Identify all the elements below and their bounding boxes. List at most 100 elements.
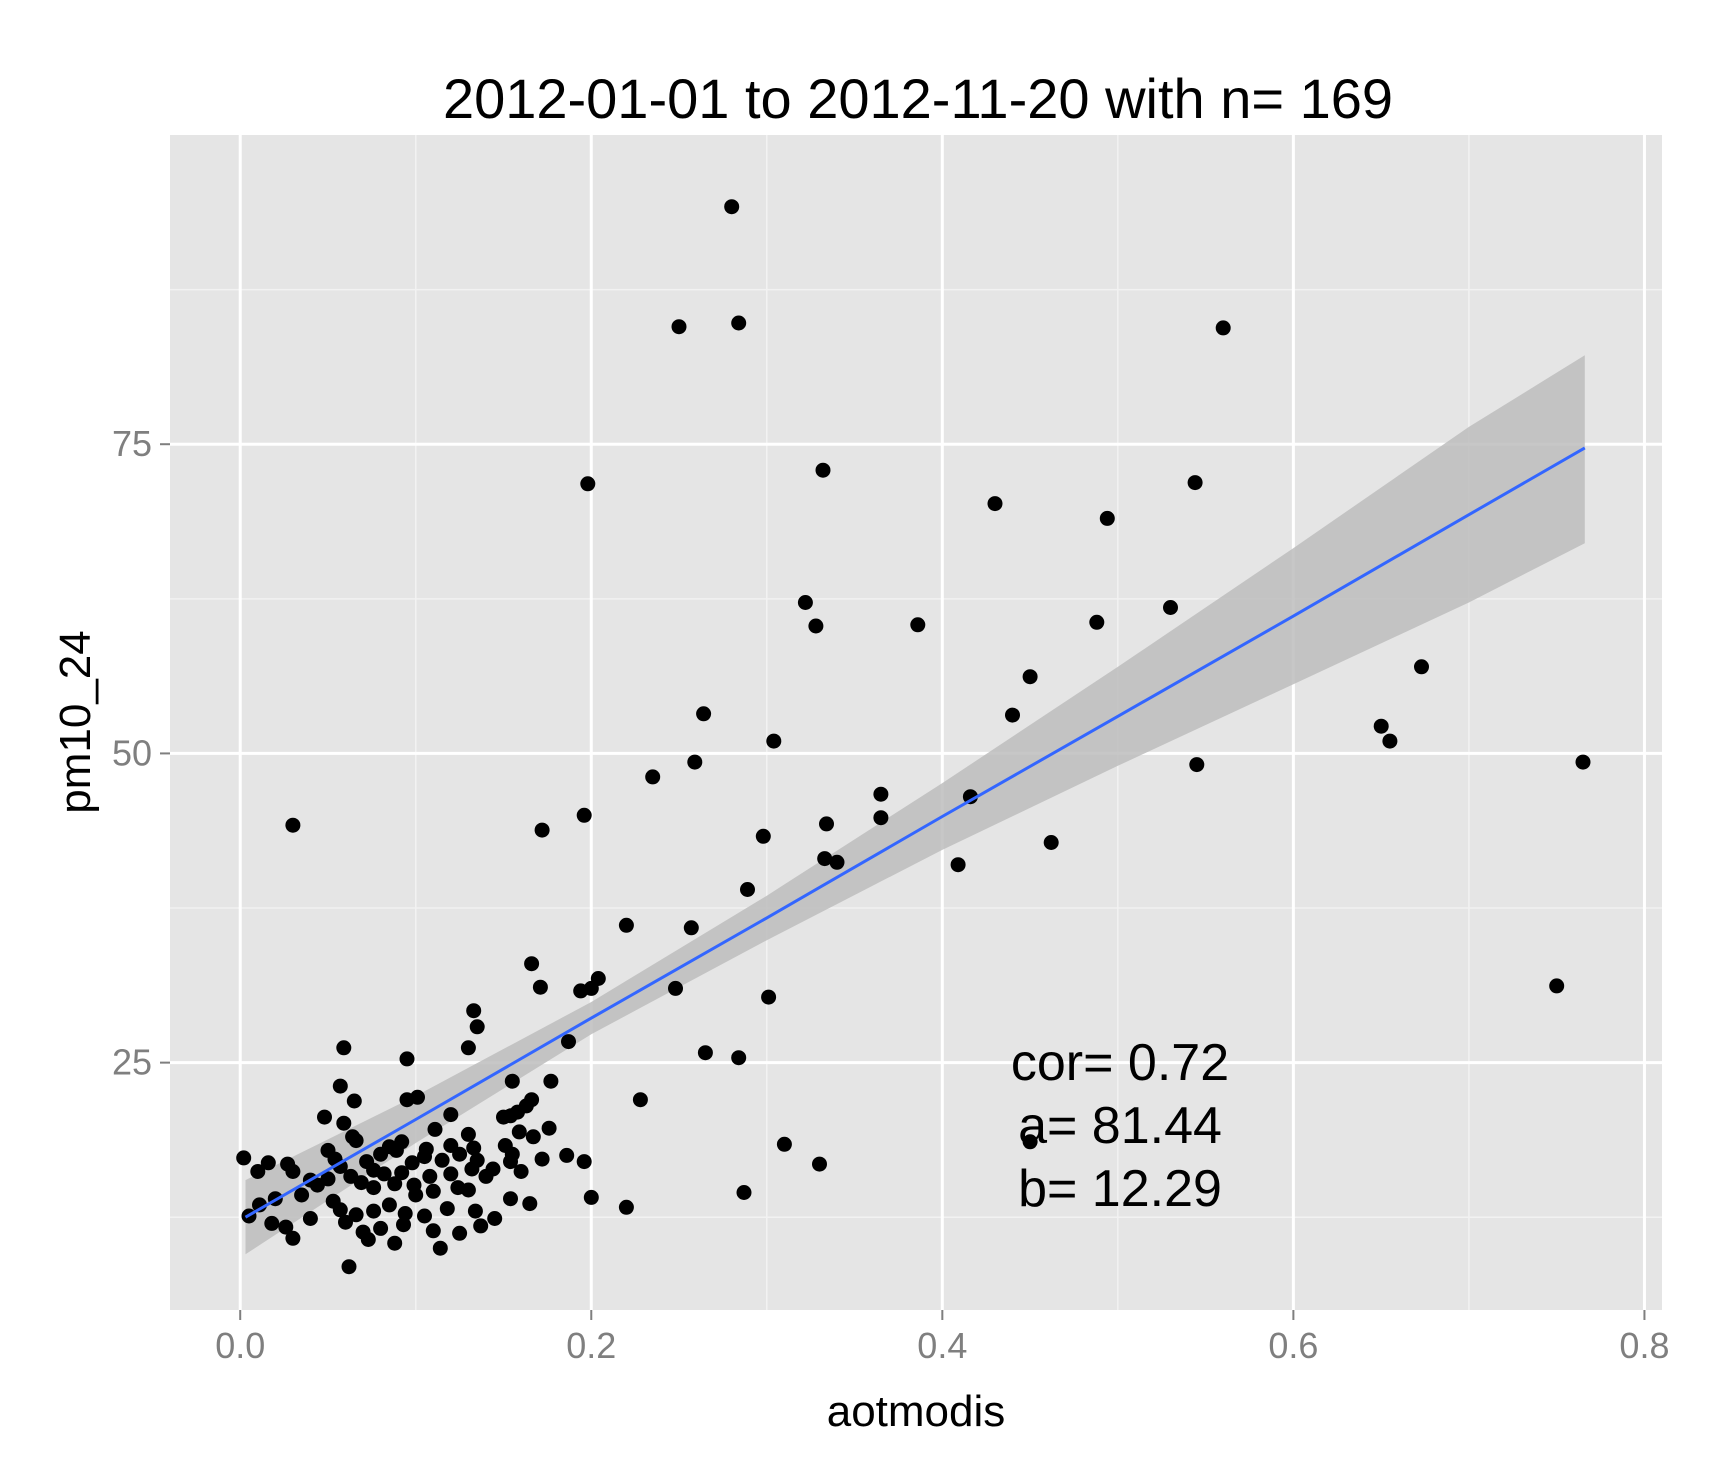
data-point	[473, 1218, 489, 1234]
x-tick-label: 0.0	[215, 1325, 265, 1366]
data-point	[460, 1040, 476, 1056]
data-point	[425, 1223, 441, 1239]
data-point	[817, 851, 833, 867]
x-tick-label: 0.2	[566, 1325, 616, 1366]
data-point	[464, 1161, 480, 1177]
data-point	[819, 816, 834, 832]
data-point	[1373, 718, 1389, 734]
data-point	[278, 1219, 294, 1235]
data-point	[696, 706, 712, 722]
data-point	[460, 1126, 476, 1142]
data-point	[524, 956, 540, 972]
data-point	[1089, 614, 1105, 630]
data-point	[376, 1166, 392, 1182]
data-point	[285, 1164, 301, 1179]
data-point	[399, 1051, 415, 1067]
annotation-a: a= 81.44	[1018, 1097, 1222, 1155]
data-point	[873, 810, 889, 826]
data-point	[332, 1202, 348, 1218]
data-point	[618, 1199, 634, 1215]
data-point	[1022, 1134, 1038, 1150]
confidence-ribbon	[245, 355, 1585, 1255]
data-point	[260, 1155, 276, 1171]
y-tick-label: 50	[112, 732, 152, 773]
data-point	[397, 1206, 413, 1221]
data-point	[511, 1124, 527, 1140]
data-point	[740, 882, 755, 897]
data-point	[417, 1149, 432, 1165]
data-point	[346, 1093, 362, 1109]
data-point	[1575, 754, 1591, 770]
data-point	[425, 1183, 441, 1199]
data-point	[910, 617, 926, 633]
data-point	[559, 1147, 575, 1163]
confidence-band	[245, 355, 1585, 1255]
data-point	[731, 1050, 747, 1066]
data-point	[373, 1220, 389, 1236]
x-tick-label: 0.8	[1619, 1325, 1669, 1366]
chart-title: 2012-01-01 to 2012-11-20 with n= 169	[443, 67, 1393, 130]
data-point	[724, 199, 740, 215]
data-point	[576, 807, 592, 823]
data-point	[348, 1133, 364, 1149]
data-point	[950, 857, 966, 873]
data-point	[687, 754, 703, 770]
data-point	[348, 1207, 364, 1223]
data-point	[683, 920, 699, 936]
data-point	[320, 1171, 336, 1187]
data-point	[503, 1191, 518, 1207]
data-point	[332, 1078, 348, 1094]
data-point	[353, 1175, 369, 1191]
data-point	[250, 1164, 266, 1179]
data-point	[432, 1240, 448, 1256]
y-tick-label: 25	[112, 1042, 152, 1083]
data-point	[443, 1107, 459, 1123]
data-point	[434, 1152, 450, 1168]
annotation-b: b= 12.29	[1018, 1160, 1222, 1218]
data-point	[534, 822, 550, 838]
data-point	[410, 1089, 425, 1105]
data-point	[443, 1166, 459, 1182]
data-point	[478, 1168, 494, 1184]
data-point	[618, 917, 634, 933]
x-tick-label: 0.6	[1268, 1325, 1318, 1366]
data-point	[541, 1120, 557, 1136]
regression-line-path	[244, 446, 1586, 1219]
y-axis-ticks: 25 50 75	[112, 423, 170, 1083]
data-point	[522, 1196, 538, 1212]
data-point	[583, 1189, 599, 1205]
data-point	[460, 1182, 476, 1198]
data-point	[396, 1217, 411, 1233]
data-point	[336, 1115, 352, 1131]
data-point	[302, 1211, 318, 1226]
data-point	[285, 1230, 301, 1246]
data-point	[264, 1215, 280, 1231]
data-point	[360, 1232, 376, 1247]
annotation-cor: cor= 0.72	[1011, 1034, 1229, 1092]
y-tick-label: 75	[112, 423, 152, 464]
data-point	[236, 1150, 252, 1166]
x-axis-ticks: 0.0 0.2 0.4 0.6 0.8	[215, 1310, 1669, 1366]
data-point	[671, 319, 687, 335]
data-point	[736, 1185, 752, 1200]
data-point	[381, 1197, 397, 1213]
data-point	[404, 1155, 420, 1171]
data-point	[962, 789, 978, 805]
data-point	[341, 1259, 357, 1275]
data-point	[829, 854, 845, 870]
data-point	[1187, 475, 1203, 491]
data-point	[873, 786, 889, 802]
data-point	[1022, 669, 1038, 685]
data-point	[387, 1176, 403, 1192]
data-point	[1382, 733, 1398, 749]
data-point	[525, 1129, 541, 1145]
data-point	[731, 315, 747, 331]
data-point	[755, 828, 771, 844]
x-tick-label: 0.4	[917, 1325, 967, 1366]
data-point	[532, 979, 548, 995]
y-axis-title: pm10_24	[51, 630, 100, 813]
data-point	[388, 1142, 404, 1158]
grid-major	[170, 135, 1662, 1310]
data-point	[797, 595, 813, 610]
data-point	[439, 1201, 455, 1217]
